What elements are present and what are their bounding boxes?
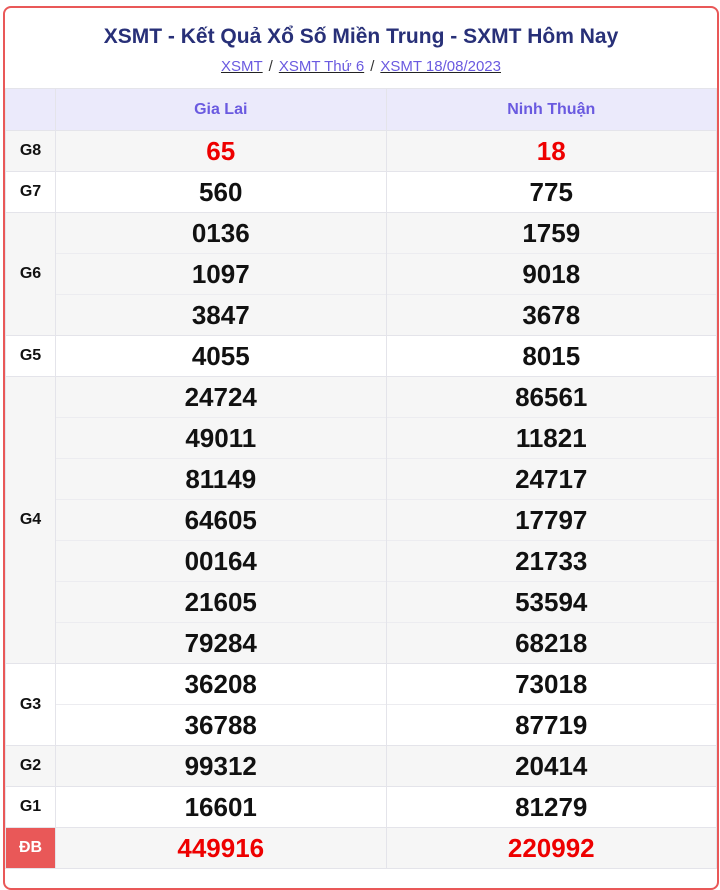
prize-row-0: G8 65 18: [5, 130, 717, 172]
column-ninh-thuan: Ninh Thuận: [385, 88, 717, 131]
prize-cell: 24724 49011 81149 64605 00164 21605 79284: [55, 376, 387, 664]
prize-number: 87719: [515, 710, 588, 740]
prize-cell: 560: [55, 171, 387, 213]
prize-cell: 20414: [385, 745, 717, 787]
prize-cell: 36208 36788: [55, 663, 387, 746]
breadcrumb-xsmt[interactable]: XSMT: [220, 58, 263, 75]
breadcrumb-xsmt-thu-6[interactable]: XSMT Thứ 6: [278, 58, 365, 75]
prize-label: ĐB: [5, 827, 56, 869]
prize-number: 24717: [386, 459, 716, 500]
prize-cell: 1759 9018 3678: [385, 212, 717, 336]
prize-row-6: G2 99312 20414: [5, 745, 717, 787]
prize-number: 81279: [515, 792, 588, 822]
prize-row-4: G4 24724 49011 81149 64605 00164 21605 79284 865…: [5, 376, 717, 664]
prize-number: 449916: [177, 833, 265, 863]
prize-cell: 86561 11821 24717 17797 21733 53594 68218: [385, 376, 717, 664]
prize-number: 1759: [386, 213, 716, 254]
prize-cell: 65: [55, 130, 387, 172]
breadcrumb-separator: /: [370, 58, 375, 75]
prize-number: 24724: [56, 377, 386, 418]
prize-number: 1097: [56, 254, 386, 295]
prize-number: 18: [536, 136, 566, 166]
prize-cell: 99312: [55, 745, 387, 787]
prize-row-2: G6 0136 1097 3847 1759 9018 3678: [5, 212, 717, 336]
prize-number: 8015: [522, 341, 581, 371]
prize-number: 68218: [515, 628, 588, 658]
prize-label: G6: [5, 212, 56, 336]
prize-number: 73018: [386, 664, 716, 705]
prize-number: 36208: [56, 664, 386, 705]
prize-number: 9018: [386, 254, 716, 295]
header-empty: [5, 88, 56, 131]
prize-label: G3: [5, 663, 56, 746]
page-title: XSMT - Kết Quả Xổ Số Miền Trung - SXMT H…: [103, 25, 619, 48]
prize-number: 53594: [386, 582, 716, 623]
prize-number: 11821: [386, 418, 716, 459]
prize-number: 64605: [56, 500, 386, 541]
prize-cell: 449916: [55, 827, 387, 869]
prize-number: 21733: [386, 541, 716, 582]
prize-row-1: G7 560 775: [5, 171, 717, 213]
prize-label: G1: [5, 786, 56, 828]
column-gia-lai: Gia Lai: [55, 88, 387, 131]
prize-label: G7: [5, 171, 56, 213]
prize-number: 775: [529, 177, 573, 207]
prize-label: G8: [5, 130, 56, 172]
breadcrumb-xsmt-date[interactable]: XSMT 18/08/2023: [380, 58, 501, 75]
results-table: Gia Lai Ninh Thuận G8 65 18 G7 560 775 G6 0136 1…: [5, 88, 717, 869]
prize-number: 20414: [515, 751, 588, 781]
prize-row-5: G3 36208 36788 73018 87719: [5, 663, 717, 746]
prize-cell: 81279: [385, 786, 717, 828]
prize-number: 81149: [56, 459, 386, 500]
prize-number: 3847: [191, 300, 250, 330]
breadcrumb-separator: /: [268, 58, 273, 75]
prize-cell: 0136 1097 3847: [55, 212, 387, 336]
prize-label: G5: [5, 335, 56, 377]
prize-number: 86561: [386, 377, 716, 418]
prize-label: G2: [5, 745, 56, 787]
prize-number: 00164: [56, 541, 386, 582]
prize-number: 49011: [56, 418, 386, 459]
prize-cell: 220992: [385, 827, 717, 869]
prize-label: G4: [5, 376, 56, 664]
prize-number: 3678: [522, 300, 581, 330]
prize-number: 0136: [56, 213, 386, 254]
breadcrumb: XSMT / XSMT Thứ 6 / XSMT 18/08/2023: [5, 58, 717, 75]
prize-number: 16601: [184, 792, 257, 822]
prize-cell: 8015: [385, 335, 717, 377]
prize-cell: 775: [385, 171, 717, 213]
prize-cell: 4055: [55, 335, 387, 377]
prize-number: 36788: [184, 710, 257, 740]
prize-number: 4055: [191, 341, 250, 371]
results-card: XSMT - Kết Quả Xổ Số Miền Trung - SXMT H…: [3, 6, 719, 890]
prize-number: 99312: [184, 751, 257, 781]
prize-number: 65: [206, 136, 236, 166]
prize-row-8: ĐB 449916 220992: [5, 827, 717, 869]
prize-row-3: G5 4055 8015: [5, 335, 717, 377]
prize-cell: 18: [385, 130, 717, 172]
prize-number: 79284: [184, 628, 257, 658]
prize-number: 560: [199, 177, 243, 207]
prize-cell: 16601: [55, 786, 387, 828]
prize-number: 17797: [386, 500, 716, 541]
prize-number: 220992: [507, 833, 595, 863]
prize-cell: 73018 87719: [385, 663, 717, 746]
prize-row-7: G1 16601 81279: [5, 786, 717, 828]
prize-number: 21605: [56, 582, 386, 623]
